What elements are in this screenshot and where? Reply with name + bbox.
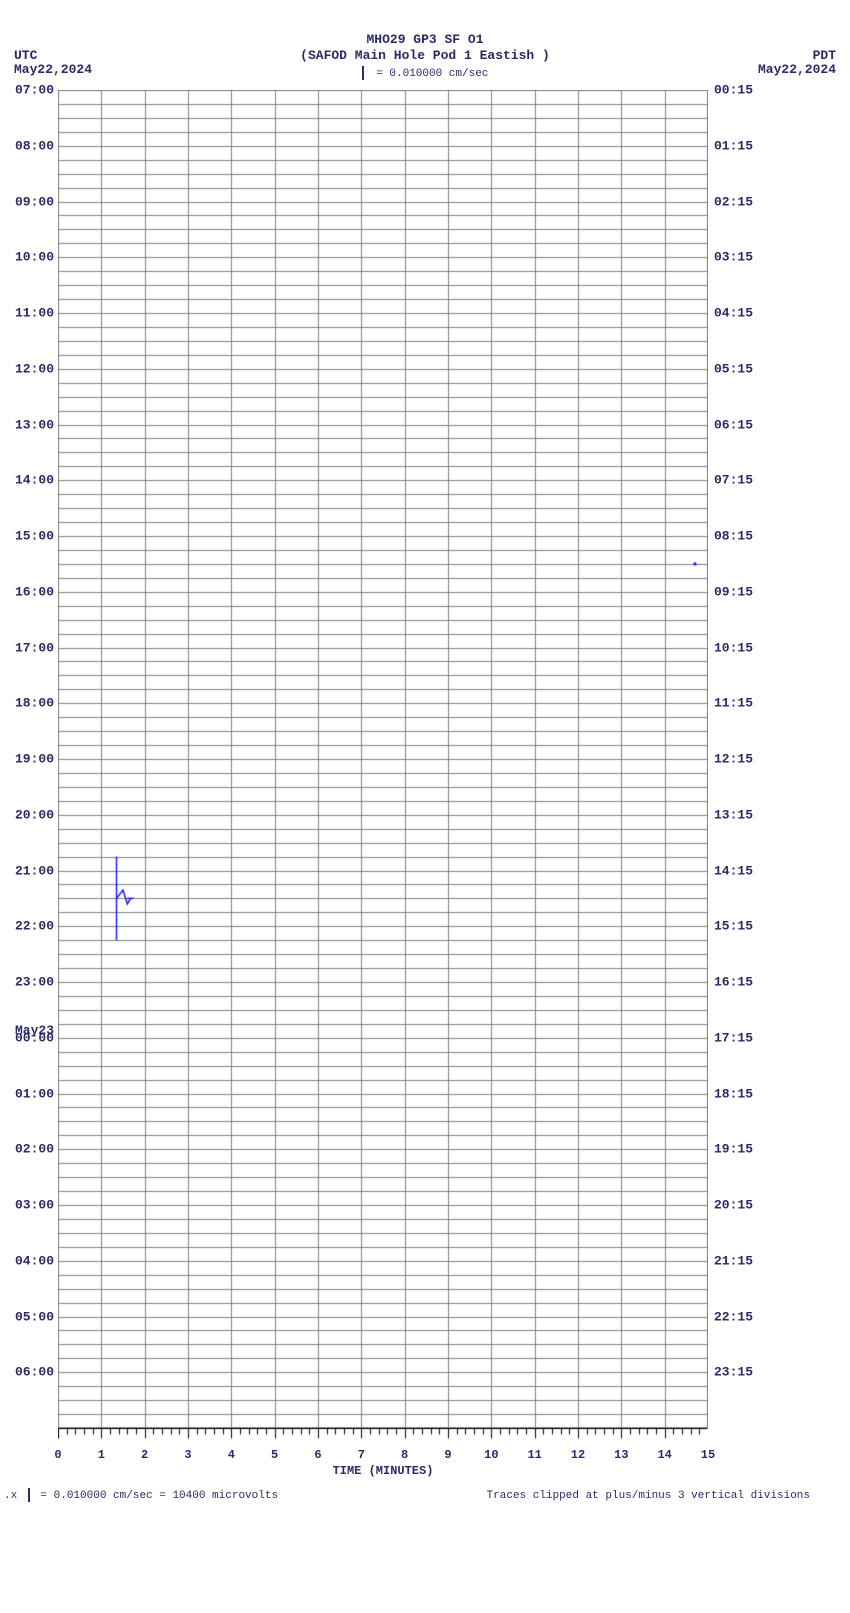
- pdt-hour-label: 09:15: [714, 584, 753, 599]
- pdt-hour-label: 13:15: [714, 807, 753, 822]
- pdt-hour-label: 15:15: [714, 919, 753, 934]
- pdt-hour-label: 10:15: [714, 640, 753, 655]
- utc-hour-label: 01:00: [15, 1086, 54, 1101]
- day-boundary-label: May23: [15, 1023, 54, 1038]
- pdt-hour-label: 21:15: [714, 1253, 753, 1268]
- utc-hour-label: 20:00: [15, 807, 54, 822]
- footer-prefix: .x: [4, 1490, 17, 1502]
- utc-hour-label: 15:00: [15, 529, 54, 544]
- utc-hour-label: 18:00: [15, 696, 54, 711]
- pdt-label: PDT: [813, 48, 836, 63]
- pdt-hour-label: 08:15: [714, 529, 753, 544]
- pdt-hour-label: 19:15: [714, 1142, 753, 1157]
- pdt-hour-label: 11:15: [714, 696, 753, 711]
- pdt-hour-label: 12:15: [714, 752, 753, 767]
- pdt-hour-label: 17:15: [714, 1030, 753, 1045]
- pdt-hour-label: 01:15: [714, 138, 753, 153]
- seismogram-canvas: [58, 90, 708, 1428]
- pdt-hour-label: 05:15: [714, 361, 753, 376]
- footer-scale: .x = 0.010000 cm/sec = 10400 microvolts: [4, 1488, 278, 1502]
- scale-bar-icon: [28, 1488, 30, 1502]
- x-tick-label: 7: [358, 1448, 365, 1462]
- pdt-hour-label: 07:15: [714, 473, 753, 488]
- x-tick-label: 6: [314, 1448, 321, 1462]
- utc-hour-label: 08:00: [15, 138, 54, 153]
- utc-hour-label: 06:00: [15, 1365, 54, 1380]
- station-id: MHO29 GP3 SF O1: [0, 32, 850, 47]
- utc-hour-label: 03:00: [15, 1198, 54, 1213]
- scale-text: = 0.010000 cm/sec: [376, 68, 488, 80]
- utc-hour-label: 23:00: [15, 975, 54, 990]
- x-tick-label: 13: [614, 1448, 628, 1462]
- pdt-hour-label: 22:15: [714, 1309, 753, 1324]
- x-tick-label: 8: [401, 1448, 408, 1462]
- pdt-hour-label: 04:15: [714, 306, 753, 321]
- x-axis: 0123456789101112131415 TIME (MINUTES): [58, 1428, 708, 1478]
- x-tick-label: 3: [184, 1448, 191, 1462]
- pdt-hour-label: 00:15: [714, 83, 753, 98]
- footer-clip-note: Traces clipped at plus/minus 3 vertical …: [487, 1490, 810, 1502]
- station-name: (SAFOD Main Hole Pod 1 Eastish ): [0, 48, 850, 63]
- x-tick-label: 1: [98, 1448, 105, 1462]
- x-tick-label: 11: [527, 1448, 541, 1462]
- utc-hour-label: 22:00: [15, 919, 54, 934]
- x-tick-label: 2: [141, 1448, 148, 1462]
- utc-hour-label: 12:00: [15, 361, 54, 376]
- utc-hour-label: 17:00: [15, 640, 54, 655]
- seismogram-page: MHO29 GP3 SF O1 (SAFOD Main Hole Pod 1 E…: [0, 0, 850, 1613]
- scale-legend: = 0.010000 cm/sec: [0, 66, 850, 80]
- pdt-hour-label: 06:15: [714, 417, 753, 432]
- footer-scale-text: = 0.010000 cm/sec = 10400 microvolts: [40, 1490, 278, 1502]
- x-tick-label: 10: [484, 1448, 498, 1462]
- pdt-hour-label: 02:15: [714, 194, 753, 209]
- x-tick-label: 4: [228, 1448, 235, 1462]
- x-tick-label: 15: [701, 1448, 715, 1462]
- pdt-hour-label: 18:15: [714, 1086, 753, 1101]
- utc-hour-label: 13:00: [15, 417, 54, 432]
- x-tick-label: 5: [271, 1448, 278, 1462]
- utc-hour-label: 19:00: [15, 752, 54, 767]
- x-tick-label: 0: [54, 1448, 61, 1462]
- utc-hour-label: 11:00: [15, 306, 54, 321]
- x-tick-label: 14: [657, 1448, 671, 1462]
- utc-label: UTC: [14, 48, 37, 63]
- utc-hour-label: 10:00: [15, 250, 54, 265]
- scale-bar-icon: [362, 66, 364, 80]
- x-tick-label: 9: [444, 1448, 451, 1462]
- utc-hour-label: 05:00: [15, 1309, 54, 1324]
- utc-hour-label: 09:00: [15, 194, 54, 209]
- pdt-hour-label: 23:15: [714, 1365, 753, 1380]
- utc-hour-label: 02:00: [15, 1142, 54, 1157]
- utc-hour-label: 14:00: [15, 473, 54, 488]
- plot-area: 07:0008:0009:0010:0011:0012:0013:0014:00…: [58, 90, 708, 1428]
- pdt-hour-label: 20:15: [714, 1198, 753, 1213]
- x-axis-ticks: [58, 1428, 708, 1448]
- pdt-hour-label: 16:15: [714, 975, 753, 990]
- utc-hour-label: 04:00: [15, 1253, 54, 1268]
- x-axis-title: TIME (MINUTES): [58, 1464, 708, 1478]
- utc-hour-label: 16:00: [15, 584, 54, 599]
- pdt-hour-label: 03:15: [714, 250, 753, 265]
- utc-hour-label: 21:00: [15, 863, 54, 878]
- pdt-hour-label: 14:15: [714, 863, 753, 878]
- x-tick-label: 12: [571, 1448, 585, 1462]
- utc-hour-label: 07:00: [15, 83, 54, 98]
